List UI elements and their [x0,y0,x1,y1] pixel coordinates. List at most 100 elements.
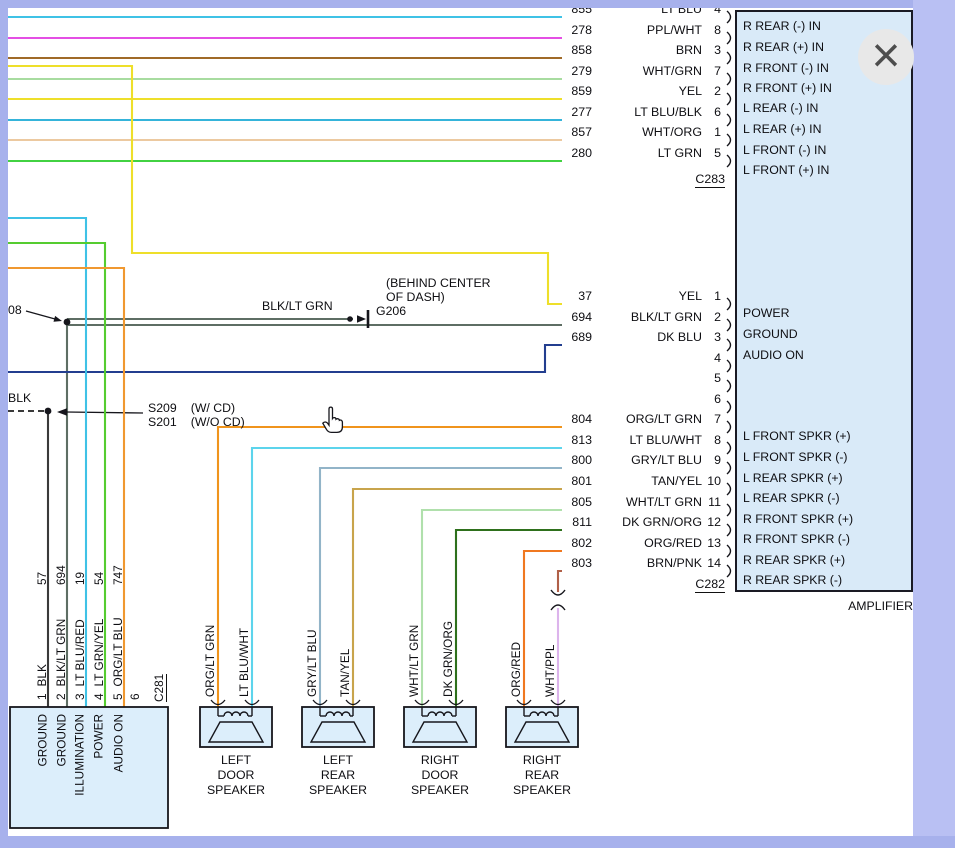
amp-input-label: L FRONT (+) IN [743,163,830,177]
pin-number: 9 [714,453,721,467]
wire-color: TAN/YEL [651,474,702,488]
amp-speaker-label: L REAR SPKR (-) [743,491,840,505]
circuit-number: 278 [571,23,592,37]
amp-power-label: GROUND [743,327,798,341]
wire-color: ORG/LT GRN [626,412,702,426]
circuit-number: 803 [571,556,592,570]
pin-number: 2 [714,310,721,324]
amp-input-label: R FRONT (-) IN [743,61,829,75]
wire-row: 813 LT BLU/WHT 8 [400,433,722,448]
pin-number: 11 [708,495,721,509]
amp-input-label: L REAR (+) IN [743,122,822,136]
radio-pin-label: 2BLK/LT GRN [54,618,68,700]
radio-function-label: AUDIO ON [111,714,125,773]
wire-color: BRN [675,43,702,57]
close-button[interactable]: × [858,29,914,85]
radio-pin-label: 1BLK [35,664,49,700]
wire-row: 5 [400,371,722,386]
pin-number: 5 [714,371,721,385]
wire-color: WHT/GRN [642,64,702,78]
frame-top [0,0,955,8]
location-note-line2: OF DASH) [386,290,445,304]
amp-power-label: POWER [743,306,790,320]
amp-speaker-label: R FRONT SPKR (-) [743,532,851,546]
c283-wires [8,15,562,163]
pin-number: 4 [714,2,721,16]
circuit-number: 694 [571,310,592,324]
speaker-wire-label: GRY/LT BLU [305,629,319,697]
pin-number: 3 [714,330,721,344]
wire-row: 857 WHT/ORG 1 [400,125,722,140]
wire-color: PPL/WHT [646,23,702,37]
amp-power-wires [8,64,562,707]
wire-color: DK GRN/ORG [622,515,702,529]
wire-color: GRY/LT BLU [631,453,702,467]
radio-circuit-number: 747 [111,565,125,585]
pin-number: 8 [714,433,721,447]
amp-input-label: R REAR (-) IN [743,19,821,33]
amp-speaker-label: R FRONT SPKR (+) [743,512,854,526]
ground-wire-label: BLK/LT GRN [262,299,333,313]
wire-color: LT GRN [657,146,702,160]
pin-number: 1 [714,289,721,303]
speaker-wire-label: WHT/PPL [543,644,557,697]
splice-s208-label: 08 [8,303,22,317]
radio-circuit-number: 19 [73,571,87,585]
wire-row: 694 BLK/LT GRN 2 [400,310,722,325]
circuit-number: 811 [572,515,592,529]
wire-row: 279 WHT/GRN 7 [400,64,722,79]
wire-row: 801 TAN/YEL 10 [400,474,722,489]
wire-color: WHT/ORG [642,125,702,139]
wire-row: 802 ORG/RED 13 [400,536,722,551]
circuit-number: 279 [571,64,592,78]
blk-wire-label: BLK [8,391,32,405]
amp-speaker-label: L FRONT SPKR (+) [743,429,851,443]
pin-number: 6 [714,105,721,119]
speaker-left-rear [301,706,375,748]
circuit-number: 277 [571,105,592,119]
speaker-wires [216,425,562,707]
circuit-number: 280 [571,146,592,160]
circuit-number: 813 [571,433,592,447]
wire-row: 805 WHT/LT GRN 11 [400,495,722,510]
wire-color: YEL [678,84,702,98]
speaker-label: RIGHT REAR SPEAKER [512,753,572,797]
speaker-wire-label: DK GRN/ORG [441,620,455,697]
pin-number: 7 [714,64,721,78]
inline-connector [550,589,566,611]
radio-pin-label: 4LT GRN/YEL [92,618,106,700]
wire-color: ORG/RED [644,536,702,550]
radio-pin-label: 5ORG/LT BLU [111,617,125,700]
radio-wires [8,216,126,707]
wire-color: DK BLU [657,330,702,344]
connector-label-c283: C283 [695,172,725,188]
pin-number: 8 [714,23,721,37]
circuit-number: 801 [571,474,592,488]
wire-color: BRN/PNK [646,556,702,570]
speaker-wire-label: TAN/YEL [338,648,352,697]
circuit-number: 805 [571,495,592,509]
pin-number: 2 [714,84,721,98]
radio-pin-label: 6 [128,693,142,700]
radio-pin-label: 3LT BLU/RED [73,619,87,700]
wire-color: YEL [678,289,702,303]
wire-row: 6 [400,392,722,407]
wire-row: 4 [400,351,722,366]
radio-connector-box [9,706,169,829]
pin-number: 7 [714,412,721,426]
amp-speaker-label: L FRONT SPKR (-) [743,450,848,464]
amp-input-label: L REAR (-) IN [743,101,819,115]
pin-number: 10 [707,474,721,488]
amp-input-label: R REAR (+) IN [743,40,824,54]
amp-speaker-label: L REAR SPKR (+) [743,471,843,485]
ground-symbol [347,310,370,328]
close-icon: × [871,27,901,83]
radio-function-label: GROUND [54,714,68,767]
wire-row: 811 DK GRN/ORG 12 [400,515,722,530]
amp-pin-connectors [726,10,732,578]
circuit-number: 804 [571,412,592,426]
wire-row: 280 LT GRN 5 [400,146,722,161]
wire-row: 804 ORG/LT GRN 7 [400,412,722,427]
